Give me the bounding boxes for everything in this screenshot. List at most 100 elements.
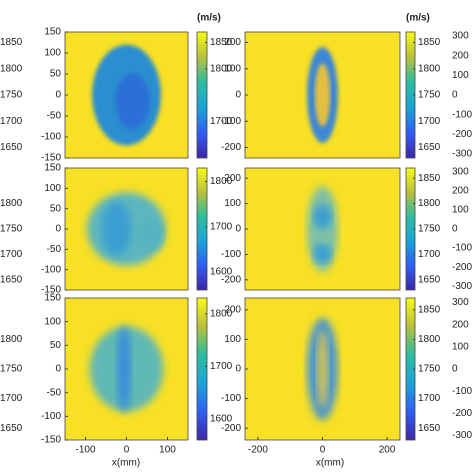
y-tick-label: 300: [452, 31, 469, 42]
y-tick-label: -100: [221, 249, 241, 260]
x-label: x(mm): [316, 458, 344, 469]
inclusion: [316, 329, 329, 409]
y-tick-label: 0: [235, 224, 241, 235]
y-tick-label: 0: [452, 90, 458, 101]
colorbar-tick-label: 1700: [418, 249, 441, 260]
colorbar-tick-label: 1650: [418, 274, 441, 285]
y-tick-label: -100: [452, 109, 472, 120]
colorbar-tick-label: 1700: [210, 116, 233, 127]
inclusion: [115, 73, 150, 130]
y-tick-label: -300: [452, 430, 472, 441]
y-tick-label: -100: [221, 116, 241, 127]
y-tick-label: 100: [44, 48, 61, 59]
colorbar-tick-label: 1700: [0, 249, 23, 260]
colorbar-tick-label: 1800: [210, 63, 233, 74]
colorbar: [197, 32, 207, 158]
colorbar-frame: [196, 297, 208, 441]
colorbar-tick-label: 1800: [0, 63, 23, 74]
y-tick-label: 100: [452, 70, 469, 81]
y-tick-label: 50: [50, 69, 62, 80]
colorbar: [197, 298, 207, 440]
y-tick-label: 100: [452, 341, 469, 352]
y-tick-label: -200: [221, 142, 241, 153]
y-tick-label: 0: [55, 224, 61, 235]
y-tick-label: 50: [50, 340, 62, 351]
colorbar-tick-label: 1800: [210, 176, 233, 187]
y-tick-label: -300: [452, 149, 472, 160]
colorbar-tick-label: 1850: [0, 37, 23, 48]
colorbar-tick-label: 1700: [210, 221, 233, 232]
y-tick-label: -200: [221, 423, 241, 434]
colorbar-tick-label: 1650: [0, 142, 23, 153]
colorbar-tick-label: 1850: [418, 304, 441, 315]
y-tick-label: -150: [41, 435, 61, 446]
colorbar-tick-label: 1650: [0, 423, 23, 434]
y-tick-label: 0: [235, 364, 241, 375]
unit-label: (m/s): [197, 13, 221, 24]
y-tick-label: -200: [452, 129, 472, 140]
colorbar-tick-label: 1700: [0, 393, 23, 404]
y-tick-label: 0: [55, 364, 61, 375]
inclusion: [313, 243, 332, 264]
y-tick-label: 150: [44, 293, 61, 304]
colorbar-frame: [196, 167, 208, 291]
inclusion: [101, 202, 132, 256]
colorbar: [197, 168, 207, 290]
y-tick-label: 200: [452, 186, 469, 197]
y-tick-label: -150: [41, 285, 61, 296]
colorbar-tick-label: 1650: [418, 423, 441, 434]
colorbar-tick-label: 1700: [0, 116, 23, 127]
colorbar: [406, 168, 415, 290]
colorbar-tick-label: 1650: [418, 142, 441, 153]
y-tick-label: 150: [44, 163, 61, 174]
y-tick-label: 0: [235, 90, 241, 101]
y-tick-label: 300: [452, 166, 469, 177]
y-tick-label: 200: [452, 50, 469, 61]
y-tick-label: 200: [224, 173, 241, 184]
x-tick-label: 0: [320, 445, 326, 456]
colorbar-tick-label: 1750: [0, 90, 23, 101]
x-tick-label: 200: [379, 445, 396, 456]
colorbar-frame: [196, 31, 208, 159]
y-tick-label: -200: [452, 262, 472, 273]
inclusion: [138, 220, 164, 250]
colorbar-tick-label: 1850: [418, 173, 441, 184]
y-tick-label: 100: [44, 183, 61, 194]
colorbar-tick-label: 1800: [418, 198, 441, 209]
colorbar: [406, 32, 415, 158]
y-tick-label: 200: [224, 304, 241, 315]
x-tick-label: 0: [124, 445, 130, 456]
y-tick-label: 200: [224, 37, 241, 48]
y-tick-label: 150: [44, 27, 61, 38]
y-tick-label: -50: [47, 387, 62, 398]
colorbar-tick-label: 1750: [418, 224, 441, 235]
colorbar: [406, 298, 415, 440]
x-label: x(mm): [112, 458, 140, 469]
colorbar-tick-label: 1700: [418, 393, 441, 404]
x-tick-label: -100: [75, 445, 95, 456]
colorbar-tick-label: 1700: [210, 361, 233, 372]
inclusion: [313, 204, 332, 229]
y-tick-label: -100: [452, 243, 472, 254]
x-tick-label: -200: [248, 445, 268, 456]
colorbar-tick-label: 1850: [418, 37, 441, 48]
colorbar-tick-label: 1650: [0, 274, 23, 285]
colorbar-tick-label: 1800: [210, 308, 233, 319]
y-tick-label: -50: [47, 244, 62, 255]
colorbar-tick-label: 1700: [418, 116, 441, 127]
y-tick-label: -100: [452, 386, 472, 397]
unit-label: (m/s): [406, 13, 430, 24]
y-tick-label: 100: [44, 316, 61, 327]
y-tick-label: 100: [224, 334, 241, 345]
colorbar-tick-label: 1800: [418, 63, 441, 74]
y-tick-label: 50: [50, 203, 62, 214]
inclusion: [116, 326, 132, 412]
y-tick-label: 300: [452, 297, 469, 308]
y-tick-label: -150: [41, 153, 61, 164]
inclusion: [314, 63, 331, 127]
y-tick-label: -50: [47, 111, 62, 122]
colorbar-tick-label: 1800: [0, 198, 23, 209]
y-tick-label: -100: [41, 411, 61, 422]
colorbar-tick-label: 1600: [210, 414, 233, 425]
